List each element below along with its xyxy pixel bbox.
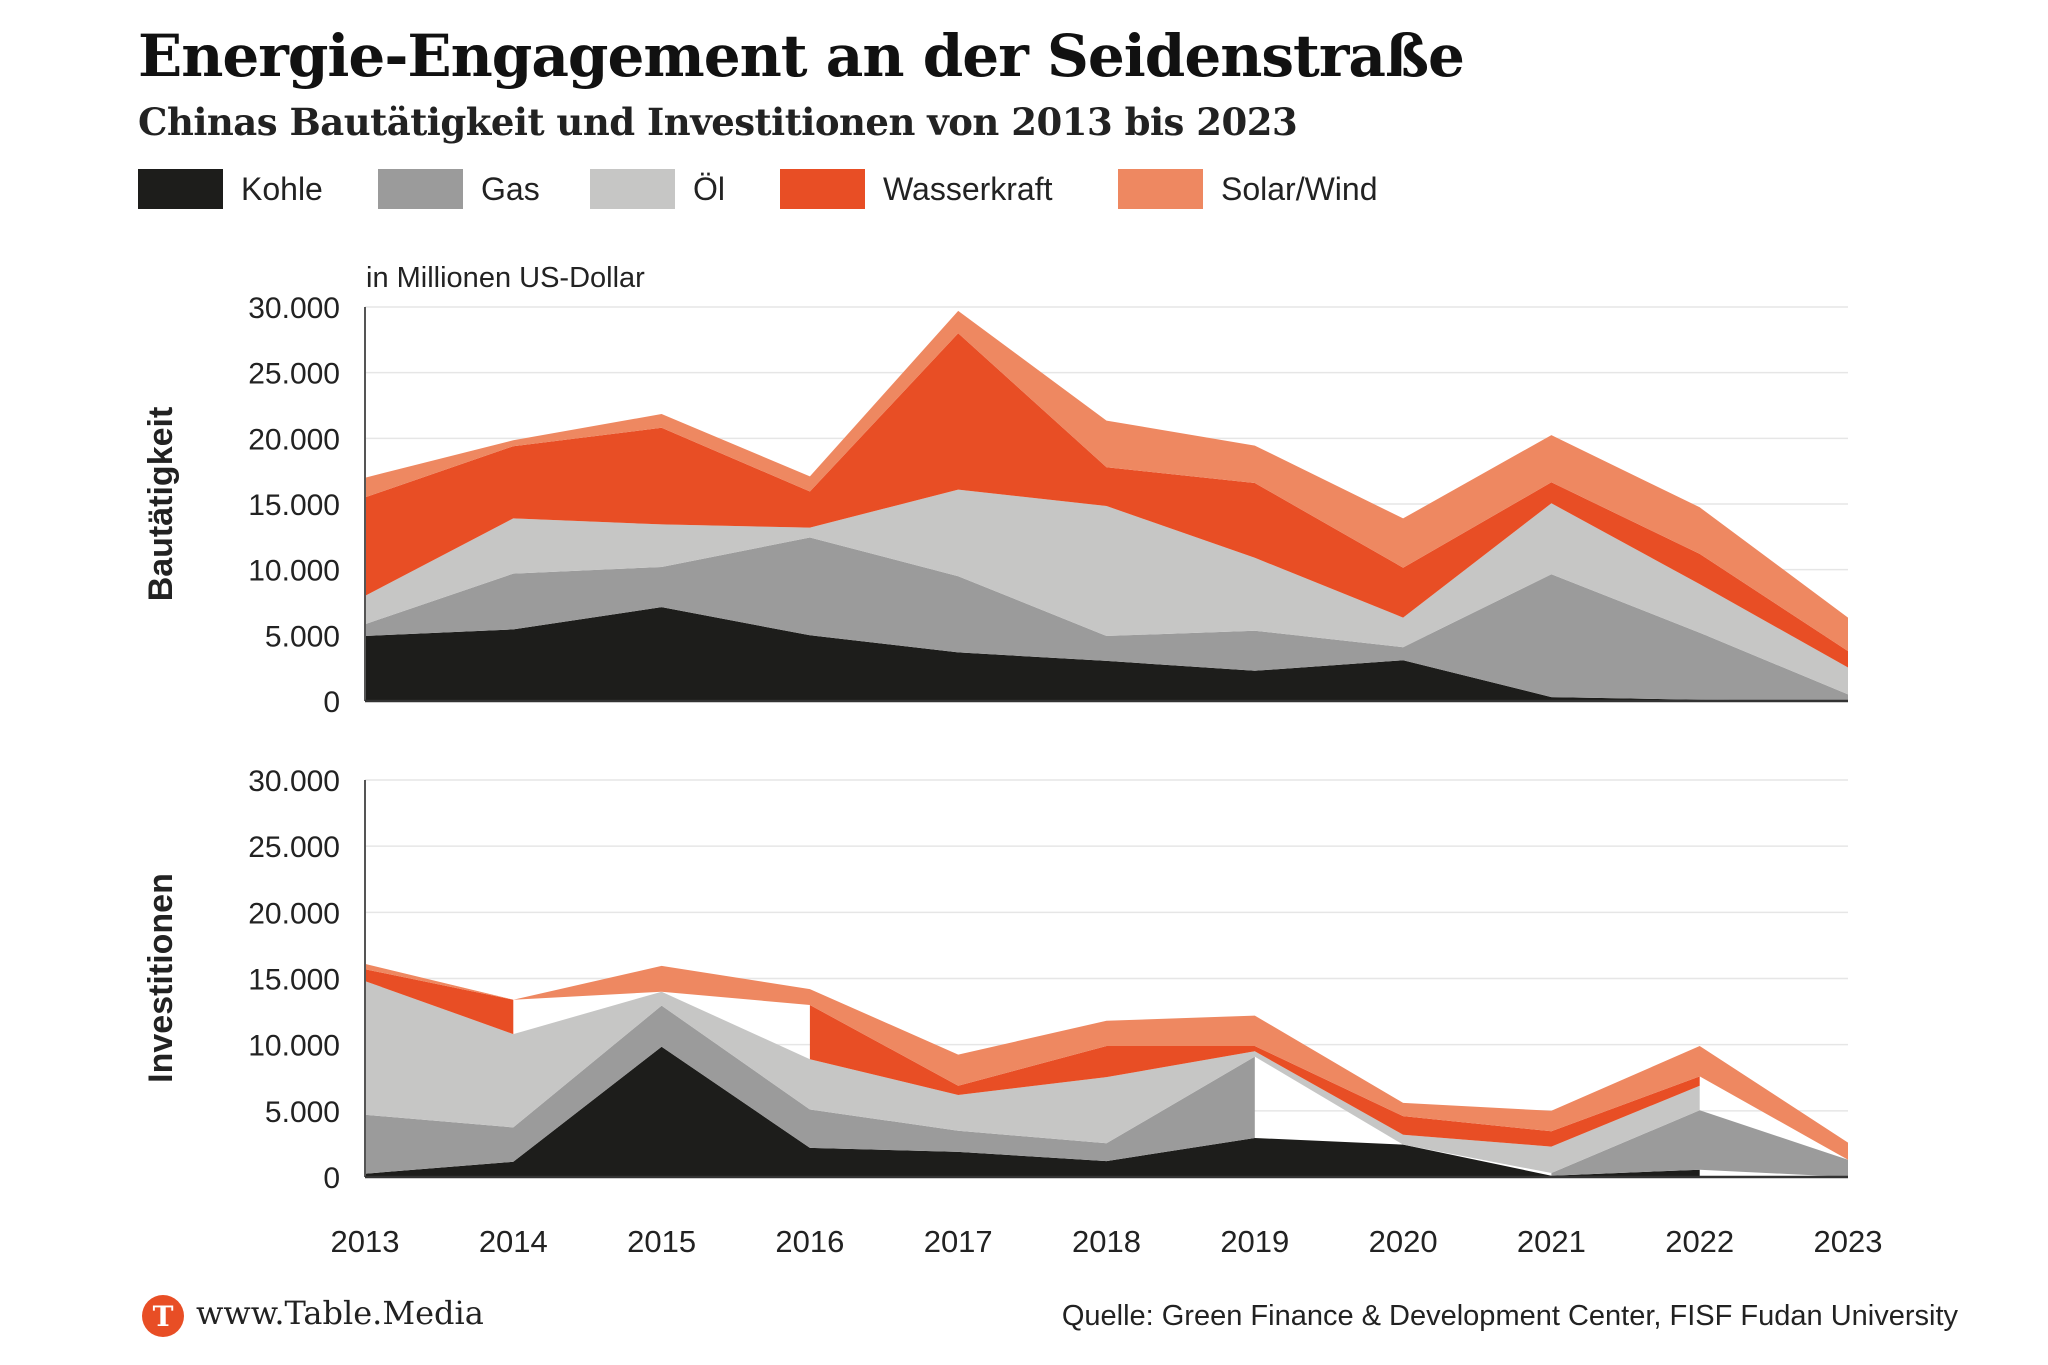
x-tick-label: 2015 — [627, 1224, 696, 1259]
y-tick-label: 25.000 — [248, 358, 340, 391]
y-tick-label: 25.000 — [248, 831, 340, 864]
y-tick-label: 0 — [323, 1162, 340, 1195]
area-wasserkraft — [365, 333, 1848, 668]
area-wasserkraft — [365, 969, 514, 1035]
chart-subtitle: Chinas Bautätigkeit und Investitionen vo… — [138, 100, 1298, 144]
area-solar-wind — [365, 310, 1848, 652]
y-tick-label: 0 — [323, 686, 340, 719]
y-tick-label: 10.000 — [248, 555, 340, 588]
x-tick-label: 2018 — [1072, 1224, 1141, 1259]
y-tick-label: 5.000 — [265, 620, 340, 653]
y-tick-label: 30.000 — [248, 765, 340, 798]
x-tick-label: 2019 — [1220, 1224, 1289, 1259]
area-gas — [1551, 1110, 1848, 1177]
legend-swatch-oel — [590, 169, 675, 209]
area-gas — [365, 1005, 1255, 1174]
footer-brand: www.Table.Media — [196, 1294, 484, 1332]
area-gas — [365, 537, 1848, 701]
y-tick-label: 20.000 — [248, 423, 340, 456]
area-kohle — [365, 607, 1848, 701]
x-tick-label: 2014 — [479, 1224, 548, 1259]
y-tick-label: 15.000 — [248, 964, 340, 997]
chart-title: Energie-Engagement an der Seidenstraße — [138, 22, 1465, 90]
legend-label-solar-wind: Solar/Wind — [1221, 170, 1378, 207]
y-tick-label: 10.000 — [248, 1030, 340, 1063]
unit-label: in Millionen US-Dollar — [366, 262, 645, 294]
legend-label-gas: Gas — [481, 170, 540, 207]
x-tick-label: 2013 — [331, 1224, 400, 1259]
y-axis-title-investitionen: Investitionen — [142, 873, 180, 1083]
y-tick-label: 20.000 — [248, 897, 340, 930]
x-tick-label: 2016 — [775, 1224, 844, 1259]
y-axis-title-baut-tigkeit: Bautätigkeit — [142, 407, 180, 602]
legend-swatch-wasserkraft — [780, 169, 865, 209]
legend-item-wasserkraft: Wasserkraft — [780, 168, 1053, 210]
y-tick-label: 30.000 — [248, 292, 340, 325]
footer-source: Quelle: Green Finance & Development Cent… — [1061, 1300, 1958, 1332]
x-tick-label: 2021 — [1517, 1224, 1586, 1259]
area-kohle — [365, 1046, 1700, 1177]
legend-item-solar-wind: Solar/Wind — [1118, 168, 1378, 210]
legend-label-oel: Öl — [693, 170, 725, 207]
legend-label-wasserkraft: Wasserkraft — [883, 170, 1053, 207]
area-oel — [365, 981, 1700, 1173]
x-tick-label: 2023 — [1814, 1224, 1883, 1259]
x-tick-label: 2020 — [1369, 1224, 1438, 1259]
legend-swatch-solar-wind — [1118, 169, 1203, 209]
chart-baut-tigkeit: 0 5.000 10.000 15.000 20.000 25.000 30.000 Baut… — [142, 292, 1848, 719]
legend-item-oel: Öl — [590, 168, 725, 210]
legend-item-kohle: Kohle — [138, 168, 323, 210]
legend-swatch-kohle — [138, 169, 223, 209]
y-tick-label: 15.000 — [248, 489, 340, 522]
x-tick-label: 2017 — [924, 1224, 993, 1259]
area-oel — [365, 489, 1848, 695]
y-tick-label: 5.000 — [265, 1096, 340, 1129]
legend-item-gas: Gas — [378, 168, 540, 210]
x-tick-label: 2022 — [1665, 1224, 1734, 1259]
table-media-logo-icon: T — [142, 1295, 184, 1337]
area-solar-wind — [365, 963, 1848, 1160]
chart-investitionen: 0 5.000 10.000 15.000 20.000 25.000 30.000 Inve… — [142, 765, 1882, 1259]
legend-label-kohle: Kohle — [241, 170, 323, 207]
legend-swatch-gas — [378, 169, 463, 209]
